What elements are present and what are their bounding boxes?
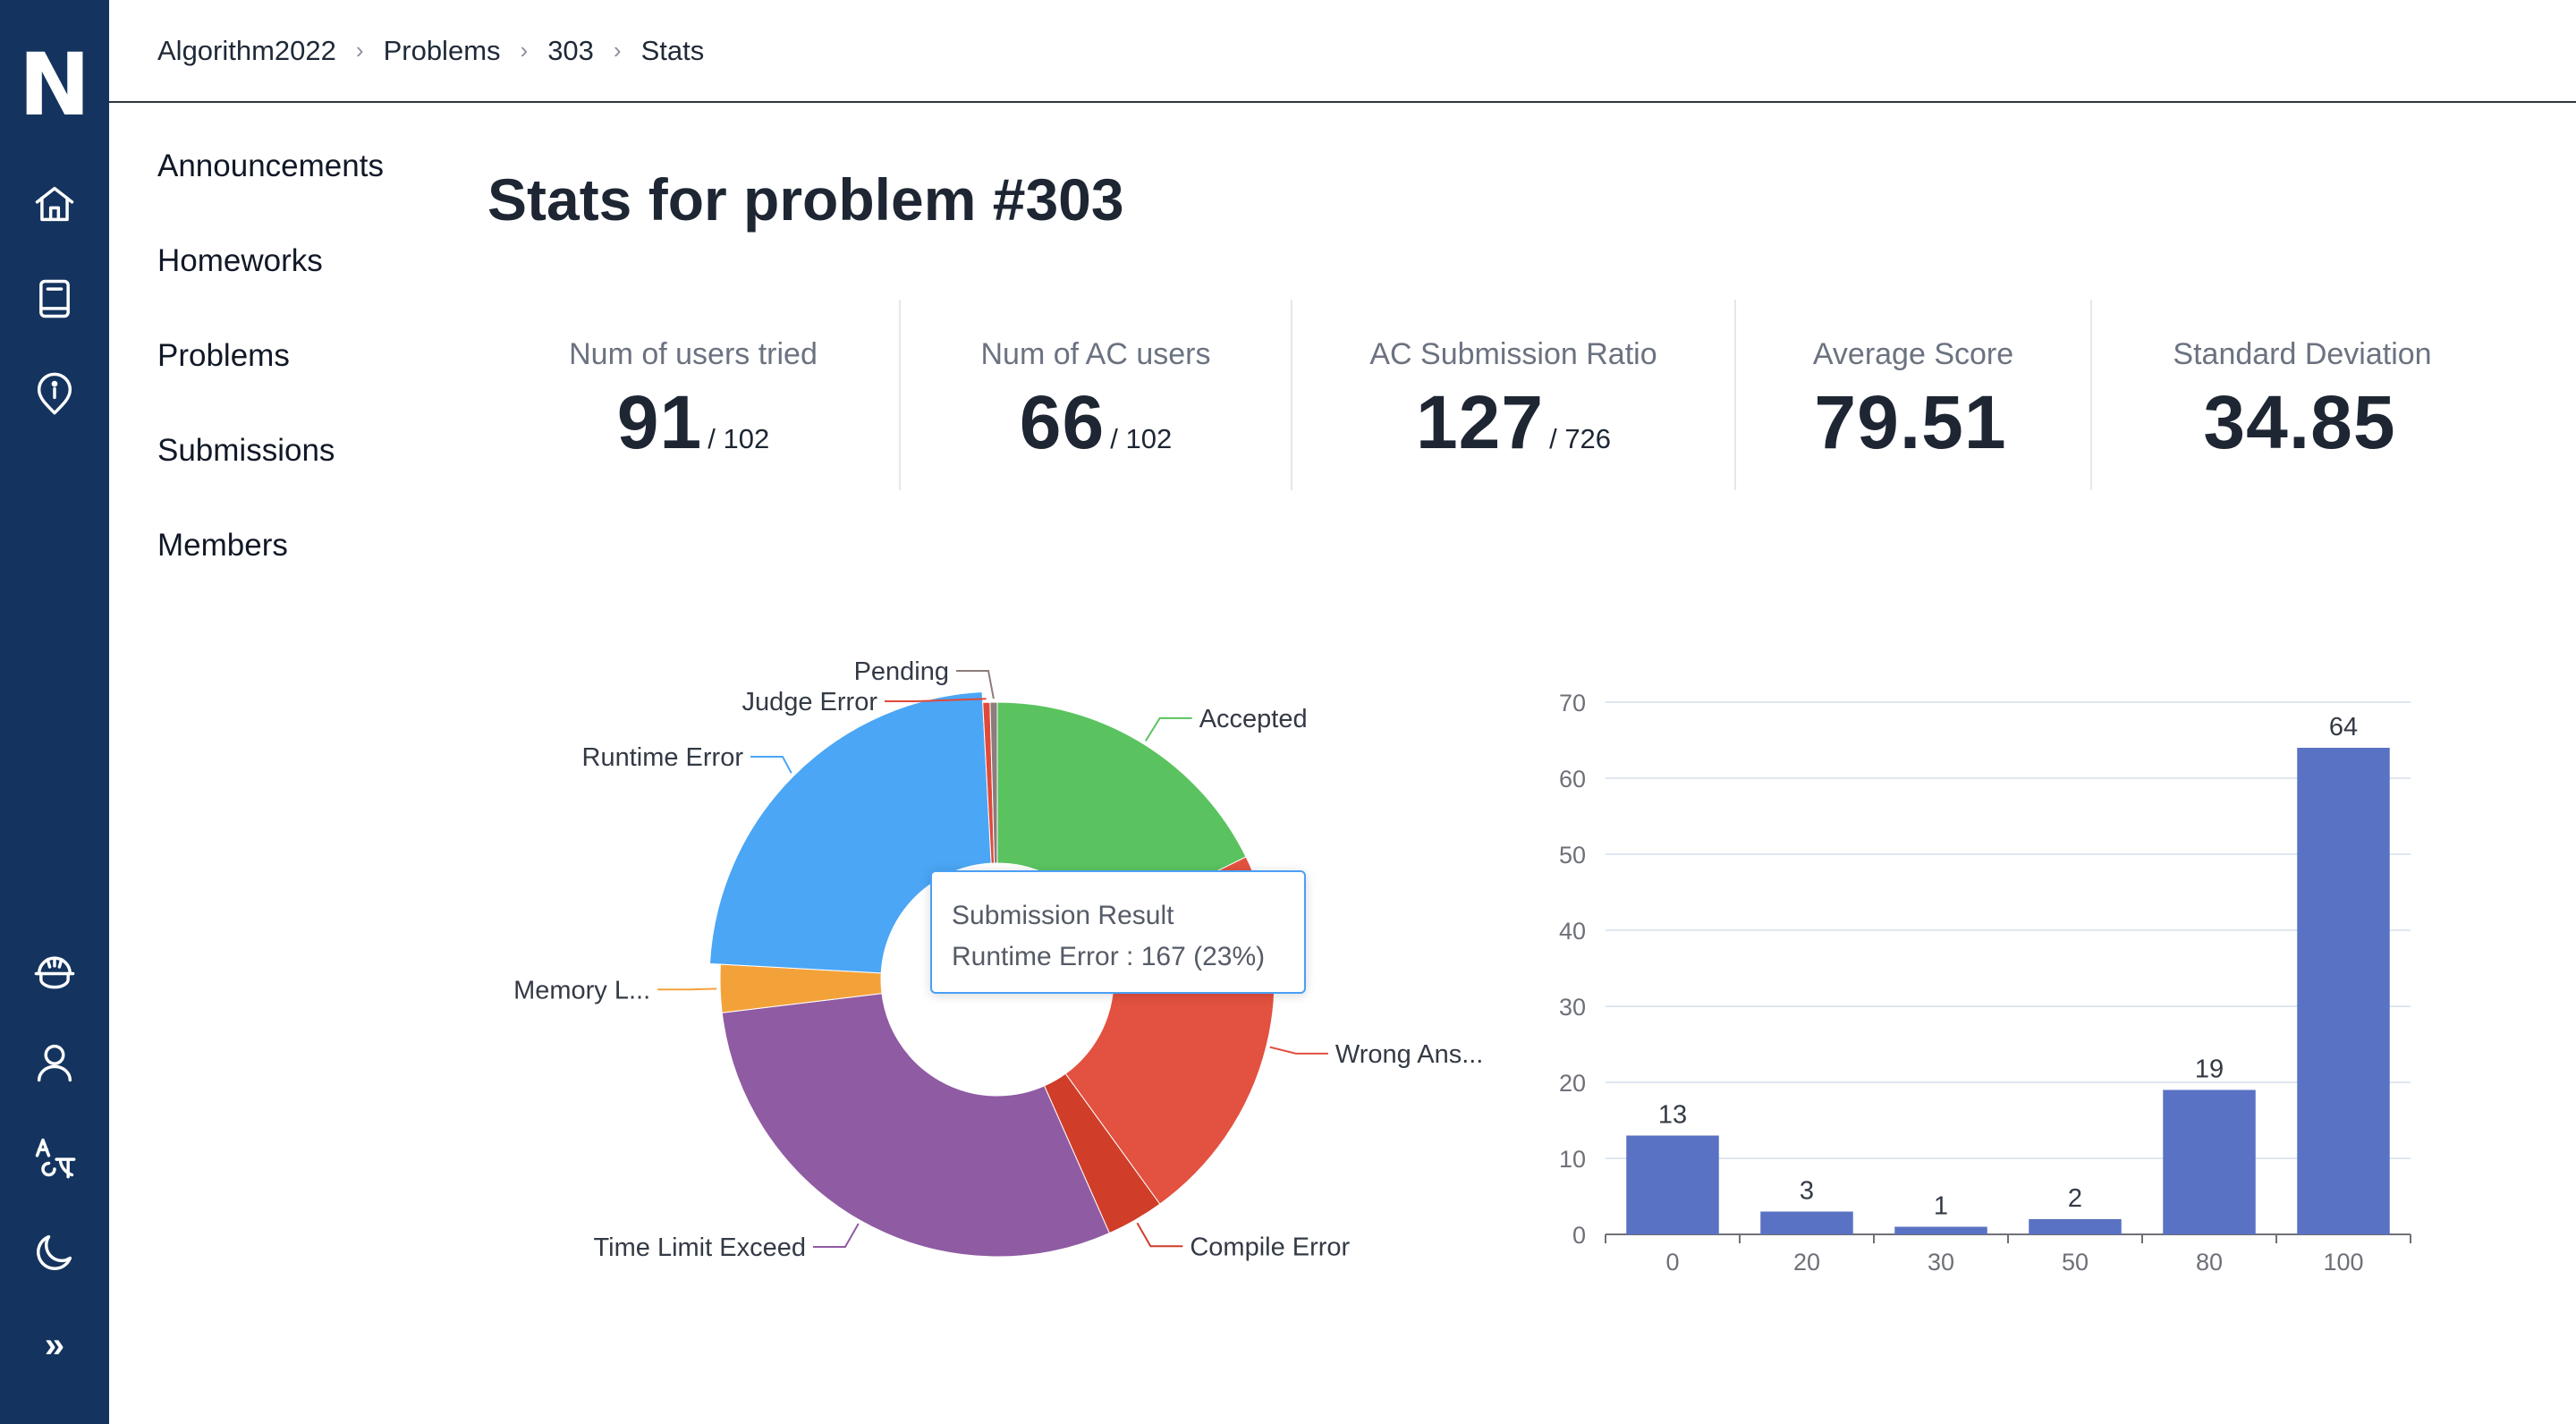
- bar-20[interactable]: [1760, 1211, 1853, 1235]
- tooltip-body: Runtime Error : 167 (23%): [952, 942, 1266, 971]
- pie-slice-runtime-error[interactable]: [708, 691, 992, 974]
- bar-80[interactable]: [2163, 1089, 2256, 1235]
- pie-label-line: [1145, 716, 1192, 742]
- pie-label-runtime-error: Runtime Error: [582, 743, 744, 772]
- pie-label-line: [956, 670, 995, 699]
- chevron-right-icon: ›: [613, 37, 622, 64]
- pie-label-pending: Pending: [854, 657, 949, 686]
- stat-label: Num of users tried: [569, 337, 818, 371]
- book-icon[interactable]: [28, 272, 81, 326]
- chevron-right-icon: ›: [520, 37, 529, 64]
- breadcrumb-stats: Stats: [640, 34, 705, 66]
- breadcrumb-problems[interactable]: Problems: [383, 34, 501, 66]
- chart-tooltip: Submission Result Runtime Error : 167 (2…: [930, 870, 1306, 994]
- stat-average-score: Average Score 79.51: [1736, 300, 2092, 490]
- stat-total: / 102: [1110, 423, 1173, 454]
- icon-rail: N »: [0, 0, 109, 1424]
- y-tick-label: 10: [1559, 1146, 1586, 1173]
- bar-50[interactable]: [2029, 1219, 2122, 1234]
- pie-label-line: [1136, 1222, 1183, 1248]
- pie-label-line: [885, 698, 987, 702]
- pie-label-line: [1269, 1046, 1328, 1055]
- pie-label-line: [812, 1223, 860, 1249]
- user-icon[interactable]: [28, 1036, 81, 1089]
- course-menu: Announcements Homeworks Problems Submiss…: [157, 143, 384, 617]
- x-tick-label: 50: [2062, 1249, 2089, 1276]
- expand-icon[interactable]: »: [44, 1325, 65, 1365]
- x-tick-label: 100: [2323, 1249, 2363, 1276]
- stat-total: / 726: [1549, 423, 1612, 454]
- stat-label: Standard Deviation: [2173, 337, 2432, 371]
- bar-value-label: 64: [2329, 713, 2358, 742]
- bar-0[interactable]: [1626, 1135, 1719, 1235]
- pie-label-accepted: Accepted: [1199, 705, 1308, 733]
- pie-label-judge-error: Judge Error: [741, 688, 877, 716]
- breadcrumb-course[interactable]: Algorithm2022: [157, 34, 336, 66]
- stat-label: Num of AC users: [980, 337, 1211, 371]
- pie-label-line: [657, 987, 717, 991]
- pie-label-wrong-answer: Wrong Ans...: [1335, 1040, 1484, 1069]
- app-logo[interactable]: N: [18, 35, 91, 135]
- home-icon[interactable]: [28, 177, 81, 231]
- pie-label-time-limit-exceed: Time Limit Exceed: [594, 1233, 806, 1262]
- x-tick-label: 80: [2196, 1249, 2223, 1276]
- translate-icon[interactable]: [28, 1131, 81, 1184]
- bar-30[interactable]: [1894, 1226, 1987, 1235]
- y-tick-label: 30: [1559, 994, 1586, 1021]
- stat-value: 91: [616, 380, 703, 464]
- pie-label-memory-limit: Memory L...: [513, 976, 650, 1004]
- x-tick-label: 0: [1665, 1249, 1679, 1276]
- stat-label: AC Submission Ratio: [1369, 337, 1657, 371]
- y-tick-label: 40: [1559, 918, 1586, 945]
- bar-value-label: 1: [1934, 1192, 1948, 1221]
- pie-slice-time-limit-exceed[interactable]: [721, 993, 1111, 1258]
- stat-value: 34.85: [2203, 380, 2396, 464]
- page-title: Stats for problem #303: [487, 166, 1124, 233]
- stat-total: / 102: [708, 423, 770, 454]
- info-icon[interactable]: [28, 367, 81, 420]
- breadcrumb-problem-id[interactable]: 303: [547, 34, 594, 66]
- pie-label-line: [750, 756, 792, 774]
- stat-label: Average Score: [1812, 337, 2014, 371]
- menu-item-members[interactable]: Members: [157, 528, 288, 563]
- moon-icon[interactable]: [28, 1225, 81, 1279]
- y-tick-label: 50: [1559, 842, 1586, 869]
- pie-label-compile-error: Compile Error: [1190, 1233, 1350, 1261]
- bar-value-label: 2: [2068, 1184, 2082, 1213]
- stats-row: Num of users tried 91/ 102 Num of AC use…: [487, 300, 2512, 490]
- stat-value: 79.51: [1814, 380, 2007, 464]
- bar-value-label: 19: [2195, 1055, 2224, 1084]
- menu-item-submissions[interactable]: Submissions: [157, 433, 335, 468]
- helmet-icon[interactable]: [28, 941, 81, 995]
- pie-slice-pending[interactable]: [989, 701, 998, 864]
- chevron-right-icon: ›: [355, 37, 364, 64]
- menu-item-homeworks[interactable]: Homeworks: [157, 243, 323, 278]
- x-tick-label: 30: [1928, 1249, 1954, 1276]
- stat-users-tried: Num of users tried 91/ 102: [487, 300, 901, 490]
- stat-value: 66: [1019, 380, 1106, 464]
- menu-item-announcements[interactable]: Announcements: [157, 148, 384, 183]
- y-tick-label: 60: [1559, 766, 1586, 793]
- x-tick-label: 20: [1793, 1249, 1820, 1276]
- breadcrumb: Algorithm2022 › Problems › 303 › Stats: [109, 0, 2576, 103]
- stat-ac-ratio: AC Submission Ratio 127/ 726: [1292, 300, 1736, 490]
- stat-ac-users: Num of AC users 66/ 102: [901, 300, 1292, 490]
- tooltip-title: Submission Result: [952, 901, 1174, 930]
- stat-value: 127: [1415, 380, 1545, 464]
- y-tick-label: 70: [1559, 690, 1586, 716]
- y-tick-label: 0: [1572, 1222, 1586, 1249]
- stat-std-deviation: Standard Deviation 34.85: [2092, 300, 2512, 490]
- score-distribution-chart: 0 10 20 30 40 50 60 70 13 0 3 20 1 30 2 50 19 80 64 100: [1521, 662, 2460, 1288]
- bar-100[interactable]: [2297, 748, 2390, 1234]
- bar-value-label: 3: [1800, 1177, 1814, 1206]
- menu-item-problems[interactable]: Problems: [157, 338, 290, 373]
- y-tick-label: 20: [1559, 1070, 1586, 1097]
- bar-value-label: 13: [1658, 1101, 1687, 1130]
